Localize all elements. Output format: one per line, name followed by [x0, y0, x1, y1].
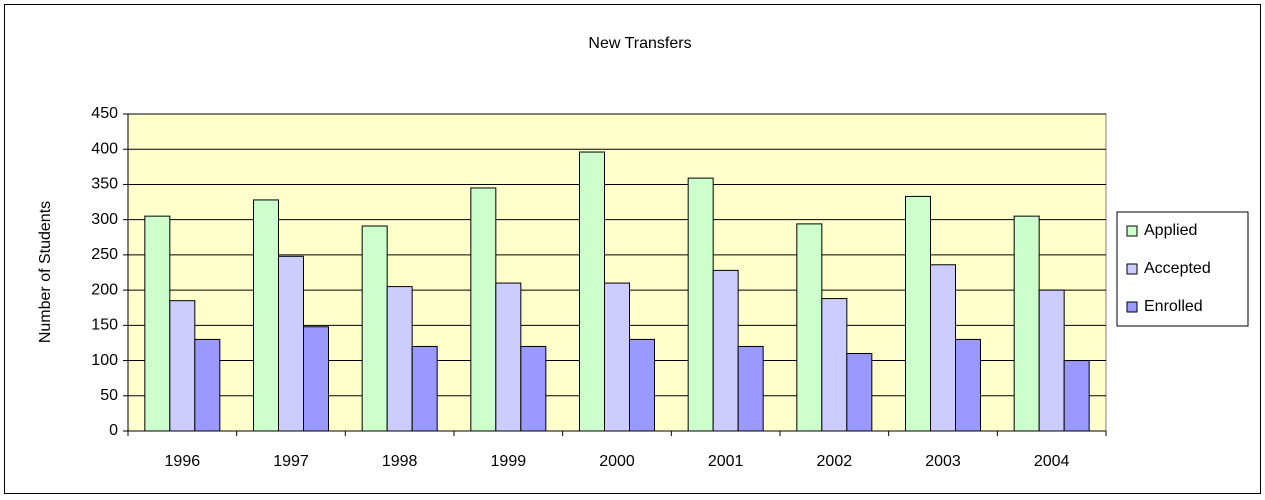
x-tick-label: 1999 [491, 453, 527, 470]
bar [796, 223, 823, 432]
legend-label: Accepted [1144, 260, 1211, 277]
x-tick-label: 1997 [273, 453, 309, 470]
x-tick-label: 2001 [708, 453, 744, 470]
bar [495, 282, 522, 432]
bar [905, 195, 931, 432]
bar [386, 286, 413, 432]
bar [712, 269, 739, 432]
y-tick-label: 400 [91, 140, 118, 157]
x-tick-label: 2000 [599, 453, 635, 470]
y-tick-label: 300 [91, 211, 118, 228]
x-tick-label: 1996 [165, 453, 201, 470]
bar [278, 255, 304, 432]
legend-swatch [1126, 263, 1138, 275]
y-tick-label: 150 [91, 317, 118, 334]
bar [144, 215, 171, 432]
chart-title: New Transfers [588, 35, 691, 52]
bar [1013, 215, 1040, 432]
y-tick-label: 100 [91, 352, 118, 369]
bar [955, 338, 981, 432]
legend-swatch [1126, 225, 1138, 237]
bar [579, 151, 605, 432]
bar [1038, 289, 1065, 432]
bar [361, 225, 388, 432]
y-axis-label: Number of Students [37, 201, 54, 343]
bar [604, 282, 630, 432]
legend-label: Enrolled [1144, 298, 1203, 315]
bar [846, 353, 873, 432]
bar [687, 177, 714, 432]
bar [169, 300, 196, 432]
y-tick-label: 200 [91, 281, 118, 298]
y-tick-label: 0 [109, 422, 118, 439]
x-tick-label: 2003 [925, 453, 961, 470]
y-tick-label: 50 [100, 387, 118, 404]
x-tick-label: 2004 [1034, 453, 1070, 470]
y-tick-label: 350 [91, 176, 118, 193]
legend-box [1116, 211, 1249, 327]
x-tick-label: 2002 [817, 453, 853, 470]
bar [629, 338, 655, 432]
bar [737, 345, 764, 432]
y-tick-label: 250 [91, 246, 118, 263]
x-tick-label: 1998 [382, 453, 418, 470]
bar [194, 338, 221, 432]
bar [253, 199, 279, 432]
bar [1063, 360, 1090, 432]
bar [303, 326, 329, 432]
bar [411, 345, 438, 432]
bar [520, 345, 547, 432]
bar [470, 187, 497, 432]
legend-swatch [1126, 301, 1138, 313]
bar [821, 298, 848, 432]
y-tick-label: 450 [91, 105, 118, 122]
bar [930, 264, 956, 432]
legend-label: Applied [1144, 222, 1197, 239]
